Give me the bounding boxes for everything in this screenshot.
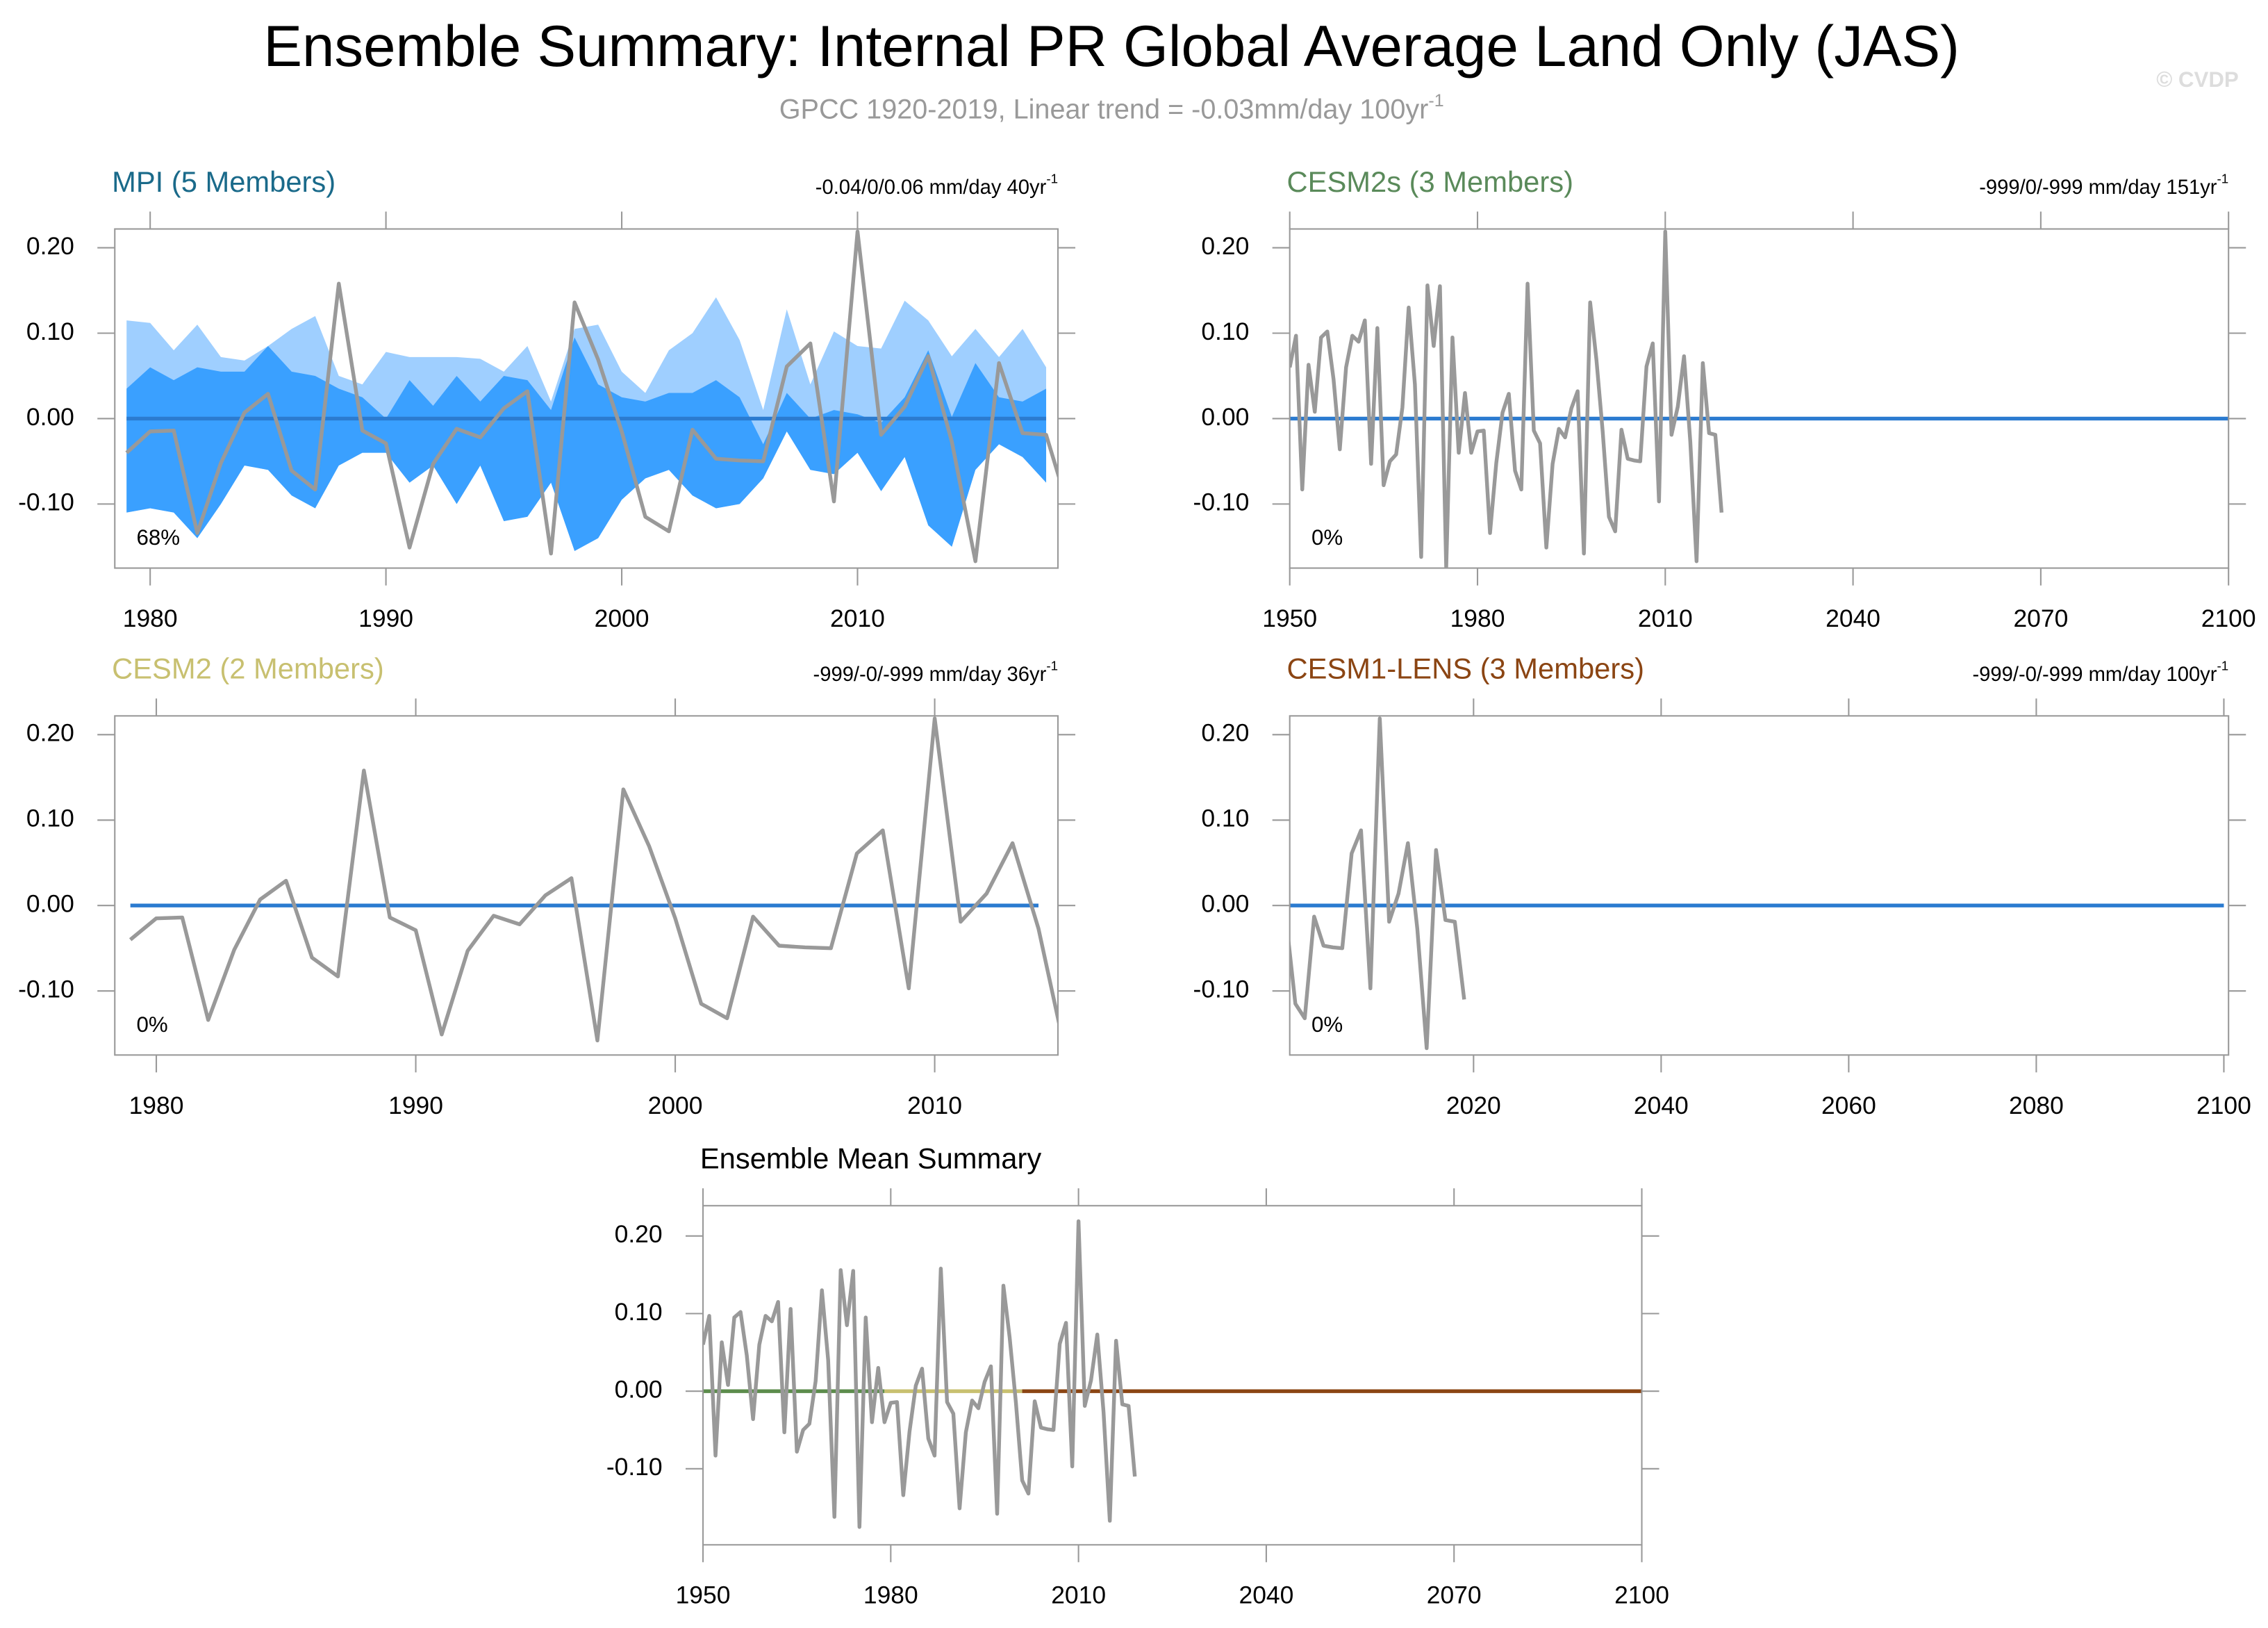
plot-frame	[1289, 228, 2230, 569]
y-tick-label: 0.10	[615, 1298, 663, 1326]
x-tick-label: 2010	[907, 1092, 962, 1119]
x-tick-label: 2010	[1051, 1581, 1106, 1609]
plot-frame	[702, 1205, 1643, 1546]
figure-subtitle: GPCC 1920-2019, Linear trend = -0.03mm/d…	[779, 91, 1444, 125]
panel-trend: -0.04/0/0.06 mm/day 40yr-1	[816, 172, 1058, 199]
percent-label: 68%	[137, 525, 181, 550]
x-tick-label: 2010	[1638, 605, 1693, 632]
trend-text: -0.04/0/0.06 mm/day 40yr	[816, 176, 1047, 199]
plot-area	[703, 1219, 1642, 1529]
x-tick-label: 2070	[1427, 1581, 1482, 1609]
trend-sup: -1	[2217, 172, 2229, 186]
percent-label: 0%	[1311, 1012, 1343, 1037]
x-tick-label: 2020	[1446, 1092, 1501, 1119]
panel-title: CESM1-LENS (3 Members)	[1287, 652, 1644, 685]
y-tick-label: -0.10	[18, 488, 74, 516]
trend-sup: -1	[2217, 658, 2229, 673]
y-tick-label: -0.10	[18, 976, 74, 1003]
panel-title: Ensemble Mean Summary	[700, 1142, 1042, 1175]
x-tick-label: 1980	[129, 1092, 184, 1119]
y-tick-label: 0.00	[615, 1376, 663, 1404]
trend-sup: -1	[1046, 658, 1058, 673]
y-tick-label: -0.10	[1193, 488, 1250, 516]
x-tick-label: 1990	[388, 1092, 443, 1119]
x-tick-label: 2070	[2013, 605, 2068, 632]
credit: © CVDP	[2156, 67, 2239, 92]
y-tick-label: 0.10	[1201, 318, 1249, 345]
panel-trend: -999/0/-999 mm/day 151yr-1	[1979, 172, 2228, 199]
x-tick-label: 2100	[1614, 1581, 1669, 1609]
y-tick-label: 0.00	[26, 890, 74, 918]
y-tick-label: 0.20	[1201, 232, 1249, 260]
y-tick-label: 0.10	[26, 805, 74, 832]
x-tick-label: 1950	[676, 1581, 731, 1609]
panel-title: CESM2 (2 Members)	[112, 652, 384, 685]
x-tick-label: 1950	[1262, 605, 1317, 632]
figure-title: Ensemble Summary: Internal PR Global Ave…	[263, 13, 1960, 79]
y-tick-label: 0.00	[1201, 890, 1249, 918]
x-tick-label: 2000	[595, 605, 649, 632]
series-line	[703, 1219, 1137, 1529]
y-tick-label: 0.20	[26, 719, 74, 747]
y-tick-label: 0.20	[1201, 719, 1249, 747]
x-tick-label: 1980	[863, 1581, 918, 1609]
panel-title: CESM2s (3 Members)	[1287, 165, 1573, 198]
plot-area	[1289, 716, 2224, 1051]
panel: MPI (5 Members) -0.04/0/0.06 mm/day 40yr-…	[18, 165, 1076, 632]
y-tick-label: 0.10	[1201, 805, 1249, 832]
x-tick-label: 2000	[648, 1092, 703, 1119]
x-tick-label: 2010	[830, 605, 885, 632]
y-tick-label: 0.20	[26, 232, 74, 260]
x-tick-label: 2040	[1239, 1581, 1293, 1609]
x-tick-label: 2040	[1826, 605, 1880, 632]
y-tick-label: -0.10	[606, 1453, 663, 1481]
percent-label: 0%	[137, 1012, 168, 1037]
ensemble-band	[126, 337, 1047, 551]
y-tick-label: 0.20	[615, 1220, 663, 1248]
subtitle-text: GPCC 1920-2019, Linear trend = -0.03mm/d…	[779, 94, 1429, 125]
plot-frame	[114, 228, 1059, 569]
trend-text: -999/-0/-999 mm/day 100yr	[1972, 664, 2217, 686]
plot-area	[125, 229, 1059, 564]
panel-trend: -999/-0/-999 mm/day 36yr-1	[813, 658, 1059, 685]
series-line	[1289, 716, 1466, 1051]
x-tick-label: 2100	[2196, 1092, 2251, 1119]
x-tick-label: 2040	[1634, 1092, 1689, 1119]
x-tick-label: 1990	[358, 605, 413, 632]
x-tick-label: 1980	[1450, 605, 1505, 632]
trend-text: -999/0/-999 mm/day 151yr	[1979, 176, 2217, 199]
subtitle-sup: -1	[1428, 91, 1443, 110]
panel-trend: -999/-0/-999 mm/day 100yr-1	[1972, 658, 2228, 685]
panel: CESM2s (3 Members) -999/0/-999 mm/day 151…	[1193, 165, 2256, 632]
x-tick-label: 2080	[2009, 1092, 2064, 1119]
panel: Ensemble Mean Summary -0.10 0.00 0.10 0.20 19…	[606, 1142, 1669, 1609]
y-tick-label: -0.10	[1193, 976, 1250, 1003]
series-line	[125, 229, 1059, 564]
plot-frame	[114, 715, 1059, 1056]
plot-area	[1289, 229, 2229, 568]
x-tick-label: 2100	[2201, 605, 2256, 632]
y-tick-label: 0.00	[1201, 403, 1249, 431]
series-line	[129, 716, 1059, 1043]
y-tick-label: 0.00	[26, 403, 74, 431]
x-tick-label: 2060	[1821, 1092, 1876, 1119]
panel: CESM2 (2 Members) -999/-0/-999 mm/day 36y…	[18, 652, 1076, 1119]
series-line	[1289, 229, 1724, 568]
plot-frame	[1289, 715, 2230, 1056]
panel-title: MPI (5 Members)	[112, 165, 336, 198]
plot-area	[129, 716, 1059, 1043]
trend-sup: -1	[1046, 172, 1058, 186]
percent-label: 0%	[1311, 525, 1343, 550]
panel: CESM1-LENS (3 Members) -999/-0/-999 mm/da…	[1193, 652, 2251, 1119]
y-tick-label: 0.10	[26, 318, 74, 345]
trend-text: -999/-0/-999 mm/day 36yr	[813, 664, 1047, 686]
x-tick-label: 1980	[123, 605, 178, 632]
